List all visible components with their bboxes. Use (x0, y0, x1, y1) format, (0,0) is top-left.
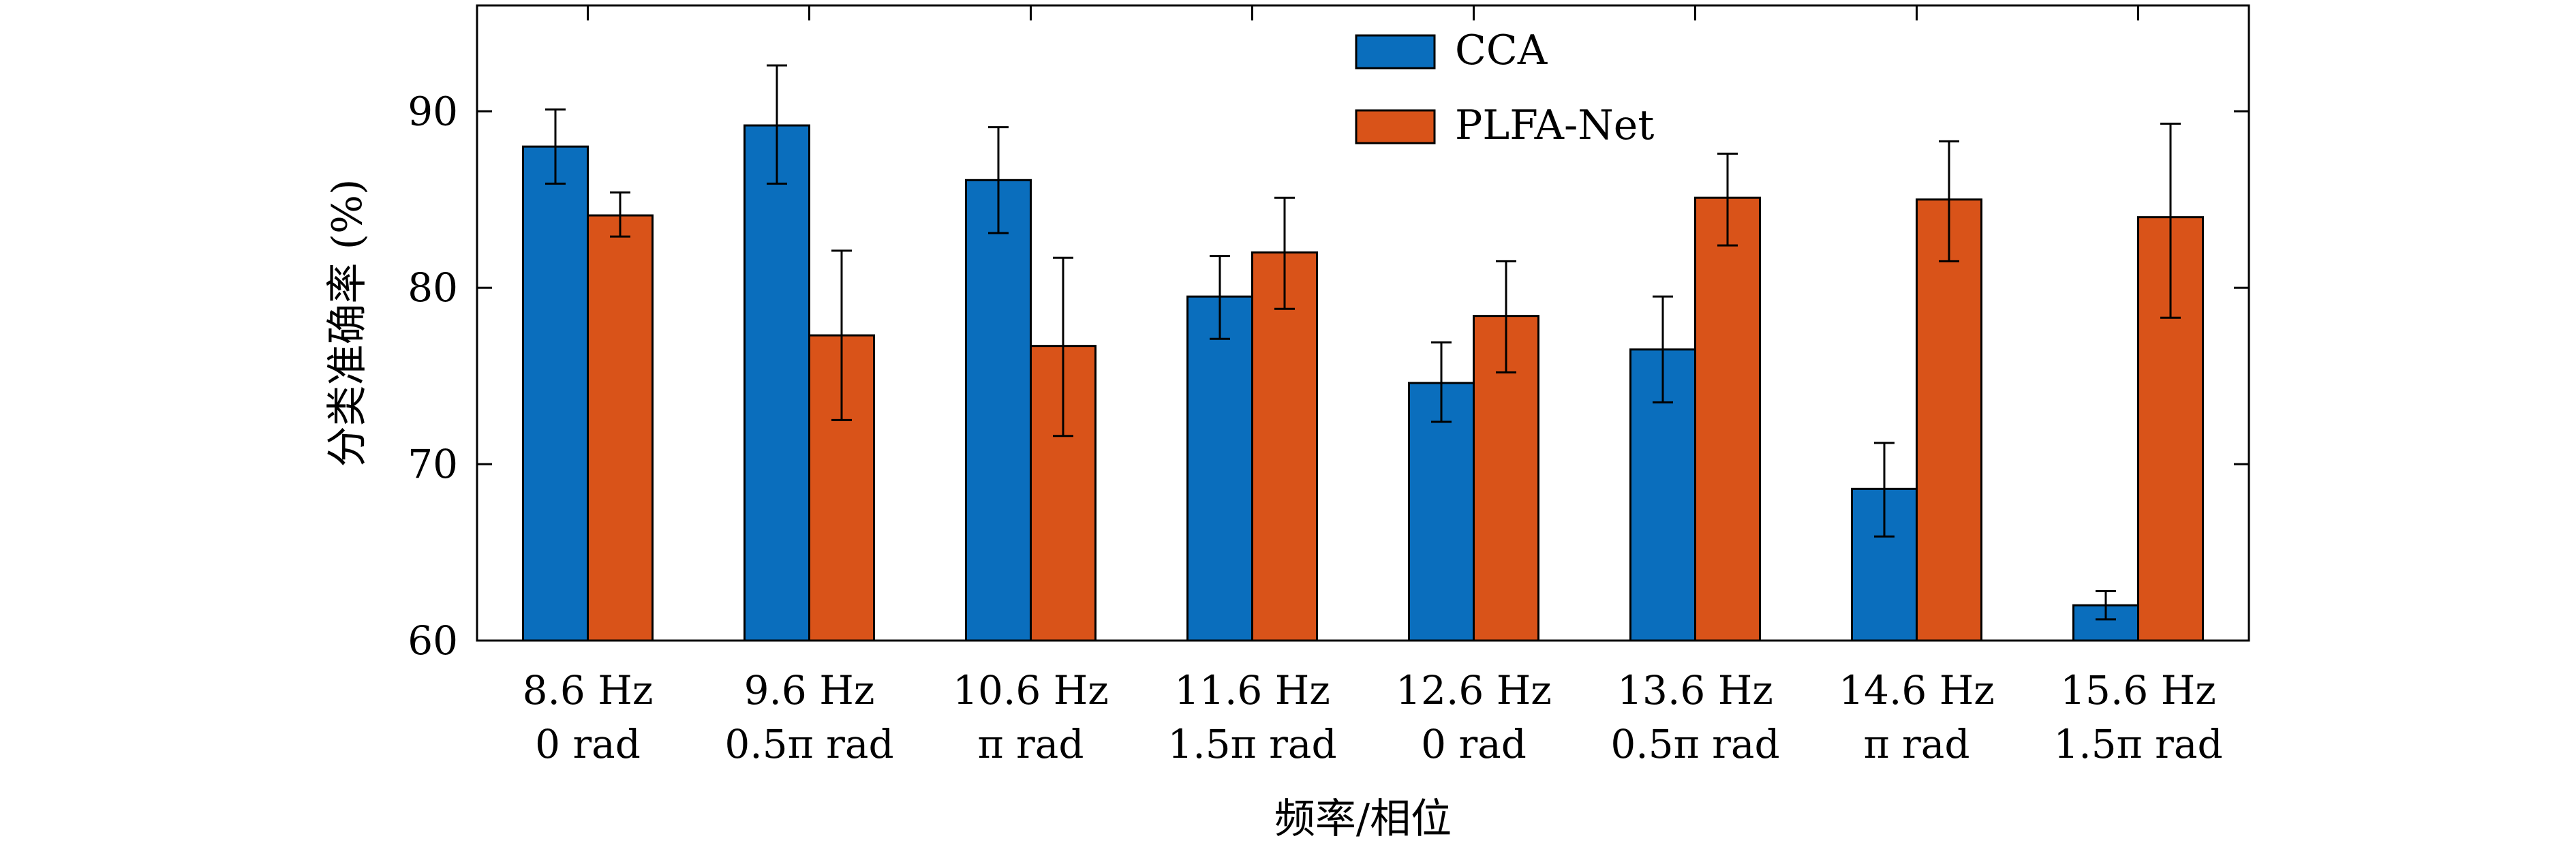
y-tick-label: 80 (408, 264, 458, 311)
bar-plfa-net (587, 214, 654, 642)
x-tick-label-frequency: 12.6 Hz (1396, 667, 1552, 713)
x-tick-label-phase: π rad (978, 721, 1084, 767)
bar-plfa-net (1251, 251, 1318, 642)
x-tick-label-phase: 0 rad (1421, 721, 1527, 767)
bar-cca (743, 124, 810, 642)
x-tick-label-frequency: 10.6 Hz (953, 667, 1109, 713)
bar-plfa-net (1916, 198, 1982, 642)
x-axis-label: 频率/相位 (1274, 795, 1452, 843)
plot-frame (476, 4, 2250, 642)
bar-cca (522, 145, 589, 642)
plot-area (476, 4, 2250, 642)
bar-cca (1186, 295, 1253, 642)
x-tick-label-frequency: 13.6 Hz (1617, 667, 1773, 713)
legend-swatch-plfa-net (1355, 109, 1436, 144)
x-tick-label-phase: 1.5π rad (1167, 721, 1336, 767)
x-tick-label-frequency: 14.6 Hz (1839, 667, 1995, 713)
x-tick-label-frequency: 9.6 Hz (744, 667, 875, 713)
x-axis-ticks: 8.6 Hz 0 rad 9.6 Hz 0.5π rad 10.6 Hz π rad 11.… (523, 5, 2223, 767)
bar-plfa-net (1694, 196, 1761, 642)
legend-label-plfa-net: PLFA-Net (1455, 102, 1654, 149)
x-tick-label-phase: 0.5π rad (724, 721, 893, 767)
x-tick-label-phase: 0.5π rad (1610, 721, 1779, 767)
x-tick-label-frequency: 8.6 Hz (523, 667, 654, 713)
x-tick-label-phase: π rad (1864, 721, 1970, 767)
legend-label-cca: CCA (1455, 27, 1548, 74)
bar-cca (965, 179, 1032, 642)
x-tick-label-frequency: 15.6 Hz (2060, 667, 2216, 713)
legend: CCA PLFA-Net (1355, 27, 1654, 149)
error-bars (545, 64, 2181, 621)
y-tick-label: 90 (408, 88, 458, 134)
bars (522, 124, 2204, 642)
y-axis-label: 分类准确率 (%) (324, 179, 371, 467)
x-tick-label-frequency: 11.6 Hz (1174, 667, 1330, 713)
legend-swatch-cca (1355, 34, 1436, 70)
x-tick-label-phase: 0 rad (535, 721, 641, 767)
y-axis-ticks: 60 70 80 90 (408, 88, 2249, 664)
y-tick-label: 70 (408, 441, 458, 487)
y-tick-label: 60 (408, 617, 458, 664)
bar-cca (1408, 382, 1475, 642)
x-tick-label-phase: 1.5π rad (2053, 721, 2222, 767)
